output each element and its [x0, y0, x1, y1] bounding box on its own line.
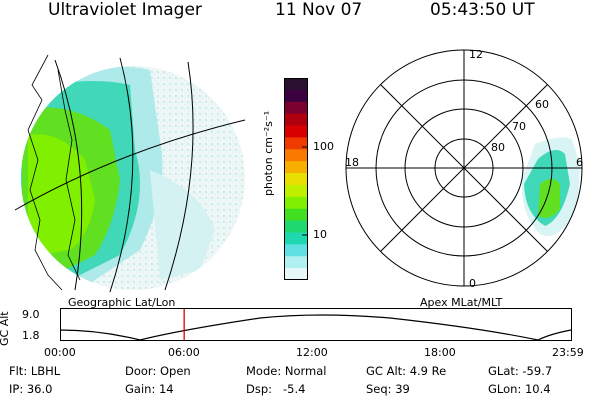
- colorbar-swatch: [284, 232, 308, 245]
- mlat-label-60: 60: [535, 98, 549, 111]
- x-tick-0600: 06:00: [168, 346, 200, 359]
- mlat-label-70: 70: [512, 120, 526, 133]
- altitude-curve: [60, 314, 572, 341]
- mlt-label-6: 6: [576, 156, 583, 169]
- colorbar-swatch: [284, 268, 308, 280]
- coastline: [27, 54, 81, 291]
- colorbar-swatch: [284, 125, 308, 138]
- aurora-oval-image: [521, 137, 580, 236]
- title-bar: Ultraviolet Imager 11 Nov 07 05:43:50 UT: [0, 0, 600, 26]
- time-label: 05:43:50 UT: [430, 0, 535, 20]
- polar-mlat-mlt-plot: [345, 49, 583, 287]
- colorbar-swatch: [284, 89, 308, 103]
- mlt-label-18: 18: [345, 156, 359, 169]
- colorbar: [284, 78, 308, 280]
- x-tick-2359: 23:59: [552, 346, 584, 359]
- aurora-image: [21, 66, 245, 290]
- colorbar-tick-100: 100: [313, 140, 334, 153]
- colorbar-swatch: [284, 149, 308, 162]
- colorbar-swatch: [284, 196, 308, 210]
- x-tick-1800: 18:00: [424, 346, 456, 359]
- colorbar-swatch: [284, 173, 308, 186]
- colorbar-swatch: [284, 137, 308, 150]
- colorbar-swatch: [284, 256, 308, 269]
- geographic-caption: Geographic Lat/Lon: [68, 296, 176, 309]
- mlt-label-12: 12: [469, 48, 483, 61]
- status-dsp: Dsp: -5.4: [246, 382, 306, 396]
- status-glon: GLon: 10.4: [488, 382, 551, 396]
- colorbar-swatch: [284, 184, 308, 198]
- status-mode: Mode: Normal: [246, 364, 327, 378]
- instrument-title: Ultraviolet Imager: [48, 0, 202, 20]
- colorbar-unit-label: photon cm⁻²s⁻¹: [262, 110, 275, 196]
- colorbar-swatch: [284, 208, 308, 222]
- status-flt: Flt: LBHL: [9, 364, 61, 378]
- mlat-label-80: 80: [491, 141, 505, 154]
- gc-alt-axis-label: GC Alt: [0, 311, 11, 346]
- gc-alt-tick-top: 9.0: [22, 308, 40, 321]
- x-tick-1200: 12:00: [296, 346, 328, 359]
- colorbar-swatch: [284, 78, 308, 91]
- colorbar-swatch: [284, 101, 308, 115]
- status-door: Door: Open: [125, 364, 191, 378]
- colorbar-swatch: [284, 220, 308, 233]
- geographic-map: [14, 54, 246, 293]
- status-glat: GLat: -59.7: [488, 364, 553, 378]
- status-gain: Gain: 14: [125, 382, 174, 396]
- lat-lon-grid: [14, 57, 246, 293]
- colorbar-swatch: [284, 161, 308, 174]
- apex-caption: Apex MLat/MLT: [420, 296, 503, 309]
- x-tick-0000: 00:00: [44, 346, 76, 359]
- polar-grid: [345, 49, 583, 287]
- status-gcalt: GC Alt: 4.9 Re: [366, 364, 447, 378]
- colorbar-tick-10: 10: [313, 228, 327, 241]
- colorbar-swatch: [284, 244, 308, 257]
- status-ip: IP: 36.0: [9, 382, 53, 396]
- status-seq: Seq: 39: [366, 382, 410, 396]
- colorbar-swatch: [284, 113, 308, 127]
- gc-alt-tick-bottom: 1.8: [22, 329, 40, 342]
- date-label: 11 Nov 07: [275, 0, 363, 20]
- altitude-plot: [60, 308, 572, 341]
- mlt-label-0: 0: [469, 277, 476, 290]
